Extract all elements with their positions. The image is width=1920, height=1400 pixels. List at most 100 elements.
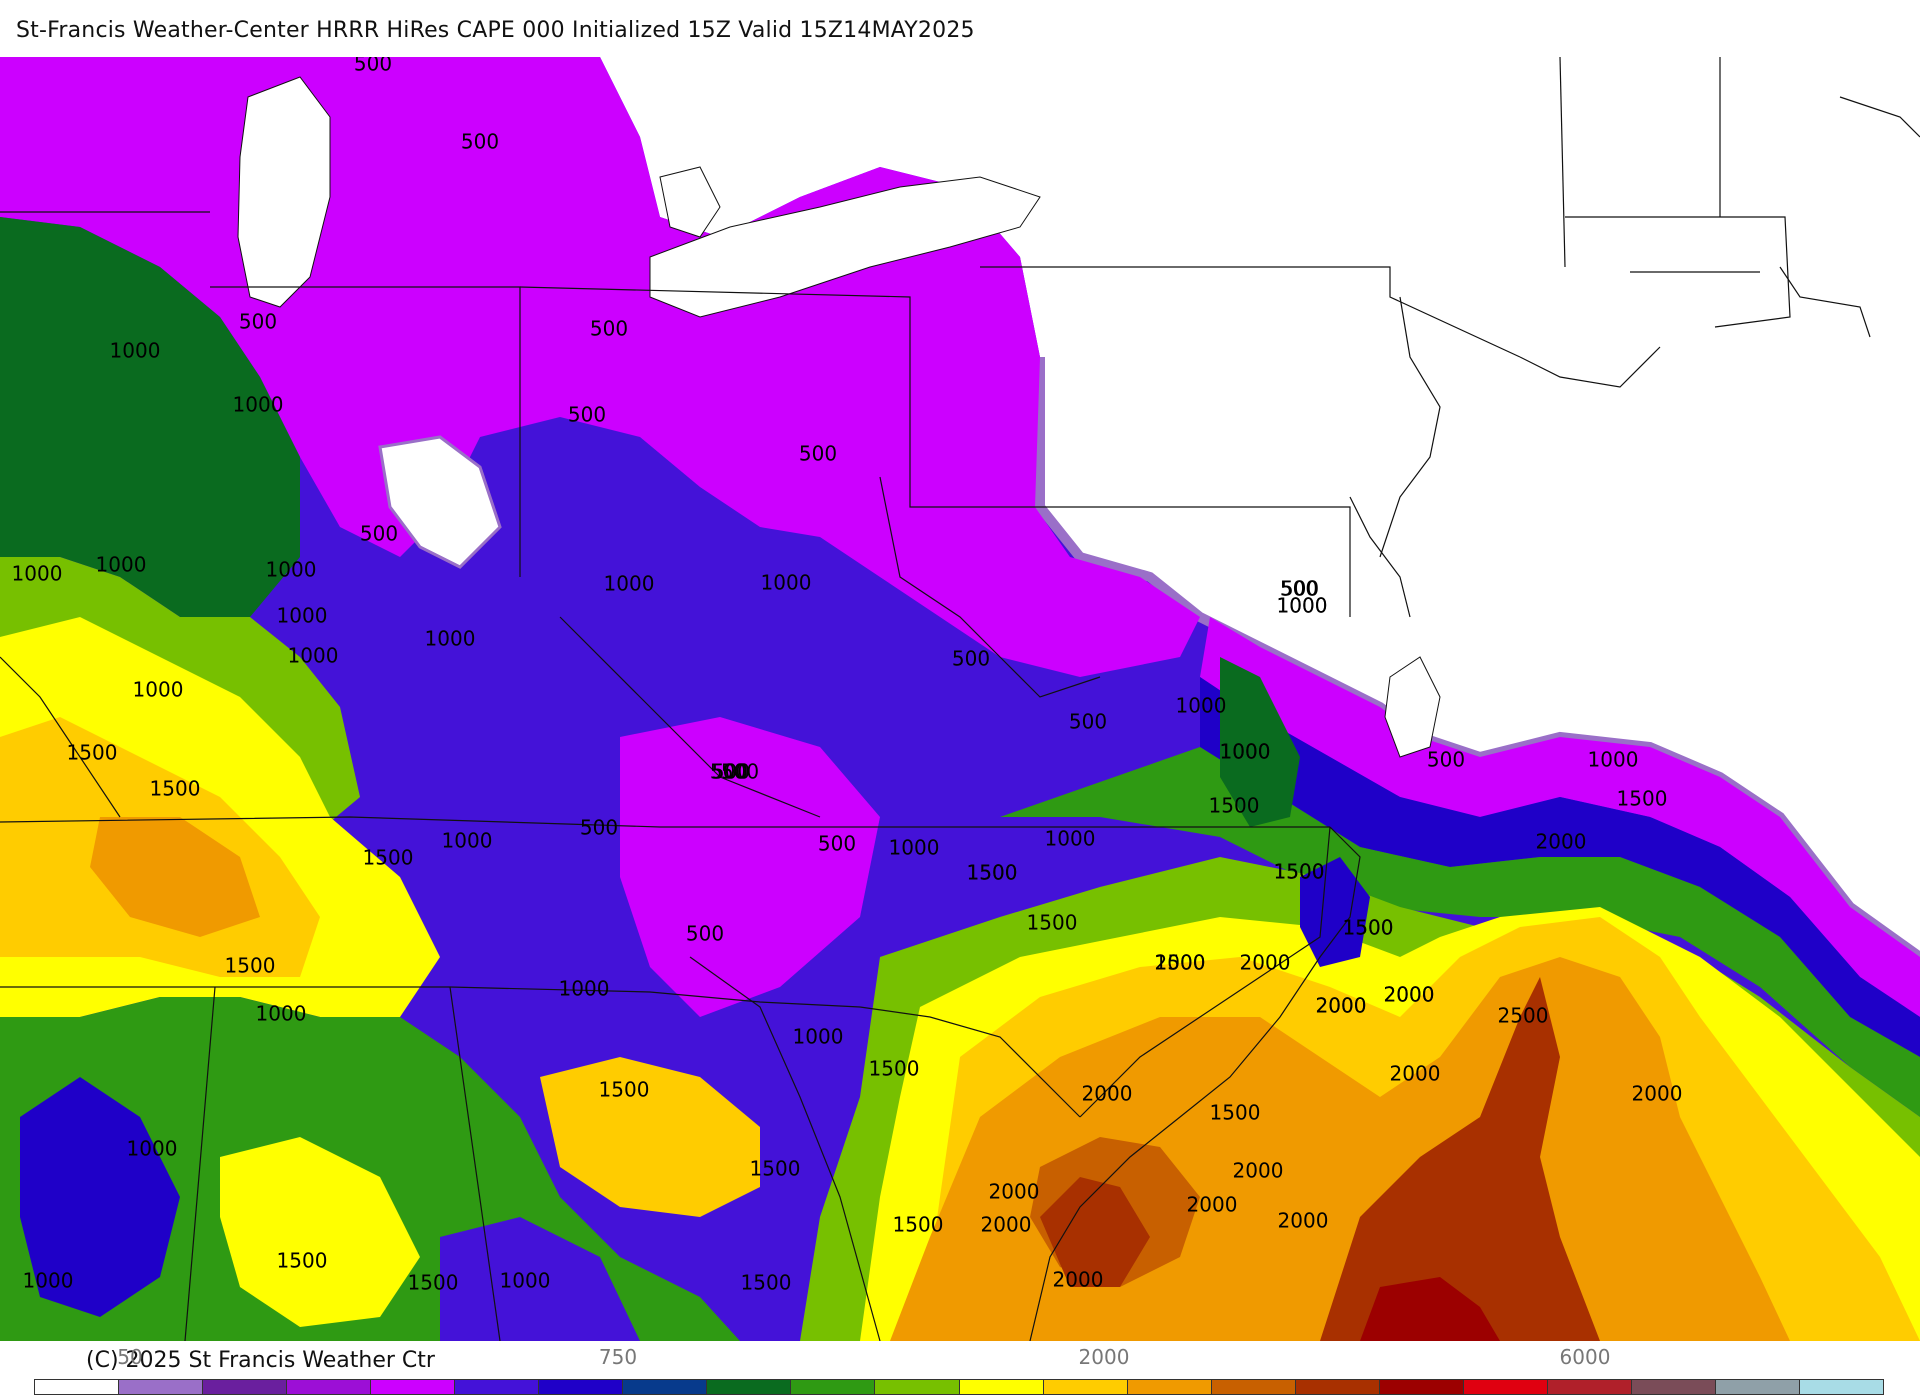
contour-label: 500 xyxy=(1281,577,1319,601)
contour-label: 500 xyxy=(1427,748,1465,772)
contour-label: 1500 xyxy=(741,1271,792,1295)
contour-label: 1500 xyxy=(1027,911,1078,935)
contour-label: 1000 xyxy=(96,553,147,577)
contour-label: 2000 xyxy=(989,1180,1040,1204)
colorbar-swatch xyxy=(35,1380,120,1394)
contour-label: 1000 xyxy=(425,627,476,651)
contour-label: 1500 xyxy=(277,1249,328,1273)
contour-label: 1500 xyxy=(408,1271,459,1295)
cape-colorbar xyxy=(34,1379,1884,1395)
border-line xyxy=(1565,216,1791,328)
contour-label: 500 xyxy=(580,816,618,840)
white-patch-interior xyxy=(378,435,502,569)
contour-label: 500 xyxy=(799,442,837,466)
border-line xyxy=(184,986,216,1341)
contour-label: 2000 xyxy=(981,1213,1032,1237)
border-line xyxy=(0,816,1330,828)
cape-field-yellow-southwest xyxy=(220,1137,420,1327)
contour-label: 1500 xyxy=(1210,1101,1261,1125)
cape-field-orange-west xyxy=(90,817,260,937)
contour-label: 2000 xyxy=(1390,1062,1441,1086)
colorbar-swatch xyxy=(707,1380,792,1394)
contour-label: 1000 xyxy=(288,644,339,668)
colorbar-tick-label: 750 xyxy=(598,1345,638,1369)
contour-label: 2000 xyxy=(1053,1268,1104,1292)
colorbar-swatch xyxy=(371,1380,456,1394)
contour-label: 500 xyxy=(590,317,628,341)
contour-label: 500 xyxy=(354,57,392,76)
copyright-text: (C) 2025 St Francis Weather Ctr xyxy=(86,1348,435,1373)
contour-label: 1000 xyxy=(604,572,655,596)
contour-label: 1000 xyxy=(23,1269,74,1293)
colorbar-swatch xyxy=(1715,1380,1800,1394)
contour-label: 1500 xyxy=(1617,787,1668,811)
lake-michigan xyxy=(237,76,331,308)
cape-field-gold-center xyxy=(540,1057,760,1217)
border-line xyxy=(1035,506,1351,617)
border-line xyxy=(980,266,1521,358)
colorbar-swatch xyxy=(623,1380,708,1394)
contour-label: 1000 xyxy=(1277,594,1328,618)
contour-label: 1500 xyxy=(363,846,414,870)
cape-field-brown-offshore xyxy=(1320,977,1600,1341)
cape-field-magenta-center xyxy=(620,717,880,1017)
contour-label: 2000 xyxy=(1536,830,1587,854)
contour-label: 1000 xyxy=(233,393,284,417)
coastline xyxy=(1029,826,1361,1341)
border-line xyxy=(1839,96,1920,138)
cape-map: 500 500 500 500 500 500 500 500 500 500 500 500 500 5… xyxy=(0,57,1920,1341)
contour-label: 2000 xyxy=(1316,994,1367,1018)
contour-label: 1500 xyxy=(67,741,118,765)
colorbar-swatch xyxy=(1127,1380,1212,1394)
contour-label: 1000 xyxy=(761,571,812,595)
contour-label: 1500 xyxy=(150,777,201,801)
contour-label: 1000 xyxy=(1220,740,1271,764)
border-line xyxy=(879,476,1101,698)
contour-label: 1000 xyxy=(266,558,317,582)
map-title: St-Francis Weather-Center HRRR HiRes CAP… xyxy=(16,18,975,43)
border-line xyxy=(1349,496,1411,618)
contour-label: 2000 xyxy=(1187,1193,1238,1217)
contour-label: 2000 xyxy=(1632,1082,1683,1106)
contour-label: 1500 xyxy=(1274,860,1325,884)
contour-label: 500 xyxy=(360,522,398,546)
border-line xyxy=(1079,826,1331,1118)
border-line xyxy=(559,616,821,818)
colorbar-swatch xyxy=(203,1380,288,1394)
cape-field-green-west xyxy=(0,217,300,617)
colorbar-swatch xyxy=(1211,1380,1296,1394)
border-line xyxy=(1779,266,1871,338)
contour-label: 500 xyxy=(1069,710,1107,734)
colorbar-swatch xyxy=(119,1380,204,1394)
contour-label: 1000 xyxy=(256,1002,307,1026)
colorbar-swatch xyxy=(875,1380,960,1394)
colorbar-swatch xyxy=(455,1380,540,1394)
contour-label: 2000 xyxy=(1316,994,1367,1018)
colorbar-tick-label: 6000 xyxy=(1559,1345,1611,1369)
contour-label: 1500 xyxy=(967,861,1018,885)
contour-label: 1000 xyxy=(889,836,940,860)
contour-label: 1500 xyxy=(1274,860,1325,884)
border-line xyxy=(1519,346,1661,388)
contour-label: 2000 xyxy=(1240,951,1291,975)
contour-label: 500 xyxy=(1280,577,1318,601)
colorbar-swatch xyxy=(791,1380,876,1394)
lakes xyxy=(237,76,1441,758)
border-line xyxy=(689,956,881,1341)
contour-label: 1000 xyxy=(133,678,184,702)
contour-label: 1000 xyxy=(110,339,161,363)
contour-label: 1500 xyxy=(1209,794,1260,818)
contour-label: 1500 xyxy=(893,1213,944,1237)
colorbar-swatch xyxy=(1547,1380,1632,1394)
contour-label: 500 xyxy=(568,403,606,427)
border-line xyxy=(0,986,861,1008)
contour-label: 500 xyxy=(952,647,990,671)
contour-label: 500 xyxy=(710,760,748,784)
contour-label: 1000 xyxy=(1045,827,1096,851)
cape-field-brown-carolina xyxy=(1040,1177,1150,1287)
lake-erie xyxy=(649,176,1041,318)
contour-label: 1500 xyxy=(967,861,1018,885)
border-line xyxy=(449,986,501,1341)
boundaries xyxy=(0,57,1920,1341)
colorbar-swatch xyxy=(287,1380,372,1394)
